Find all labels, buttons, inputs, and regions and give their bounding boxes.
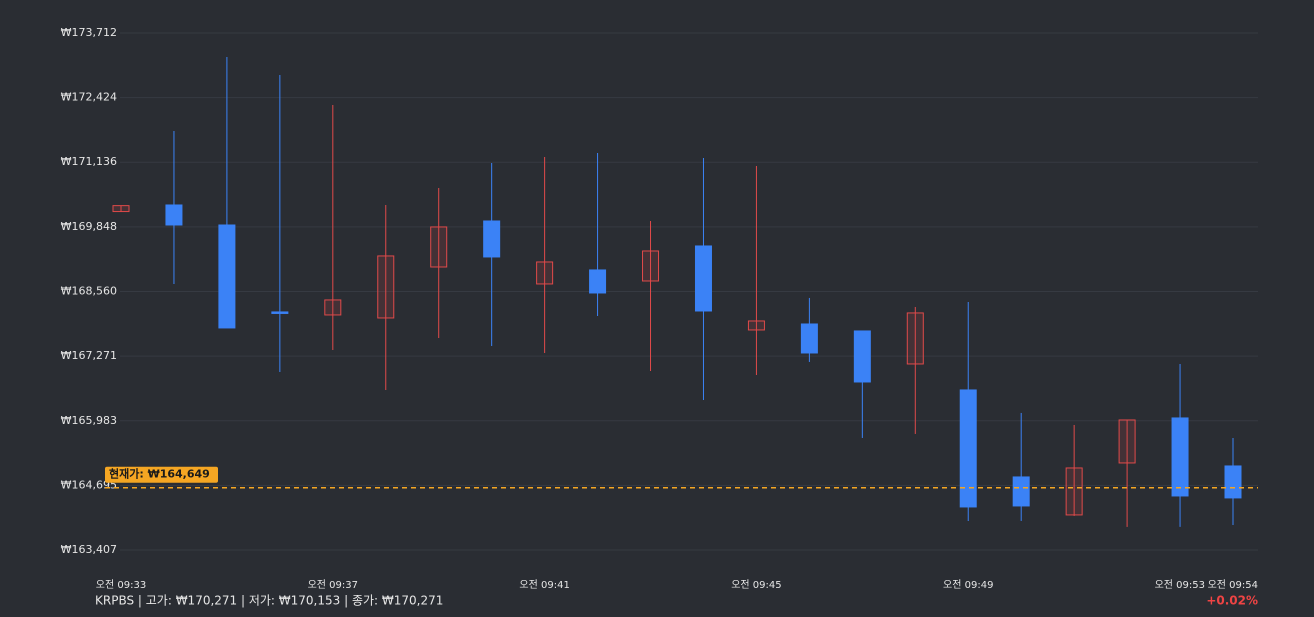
candle-body [1012,476,1030,507]
candle-body [112,205,130,213]
candle-body [536,261,554,285]
x-tick-label: 오전 09:45 [731,579,781,591]
candle-body [642,250,660,282]
candle-body [1065,467,1083,516]
candle-body [1118,419,1136,464]
candle-body [377,255,395,319]
y-tick-label: ₩172,424 [61,91,117,104]
x-tick-label: 오전 09:54 [1208,579,1258,591]
footer: KRPBS | 고가: ₩170,271 | 저가: ₩170,153 | 종가… [95,594,443,608]
candle-body [747,320,765,331]
candle-body [694,245,712,312]
candle-body [1224,465,1242,499]
candle-body [218,224,236,329]
candle-body [1171,417,1189,497]
y-tick-label: ₩163,407 [61,543,117,556]
current-price-label: 현재가: ₩164,649 [109,467,210,481]
candle-body [906,312,924,365]
candle-body [165,204,183,226]
candle-body [959,389,977,508]
y-tick-label: ₩164,695 [61,478,117,491]
candle-body [324,299,342,316]
candle-body [483,220,501,258]
y-tick-label: ₩171,136 [61,155,117,168]
x-tick-label: 오전 09:49 [943,579,993,591]
x-tick-label: 오전 09:53 [1155,579,1205,591]
candle-body [430,226,448,268]
x-tick-label: 오전 09:33 [96,579,146,591]
x-tick-label: 오전 09:37 [308,579,358,591]
y-tick-label: ₩168,560 [61,284,117,297]
x-tick-label: 오전 09:41 [519,579,569,591]
candle-body [589,269,607,294]
y-tick-label: ₩173,712 [61,26,117,39]
current-price-badge [105,466,218,483]
candle-body [271,311,289,314]
y-tick-label: ₩165,983 [61,414,117,427]
y-tick-label: ₩169,848 [61,220,117,233]
change: +0.02% [1206,594,1258,608]
candle-body [800,323,818,354]
candle-body [853,330,871,383]
y-tick-label: ₩167,271 [61,349,117,362]
